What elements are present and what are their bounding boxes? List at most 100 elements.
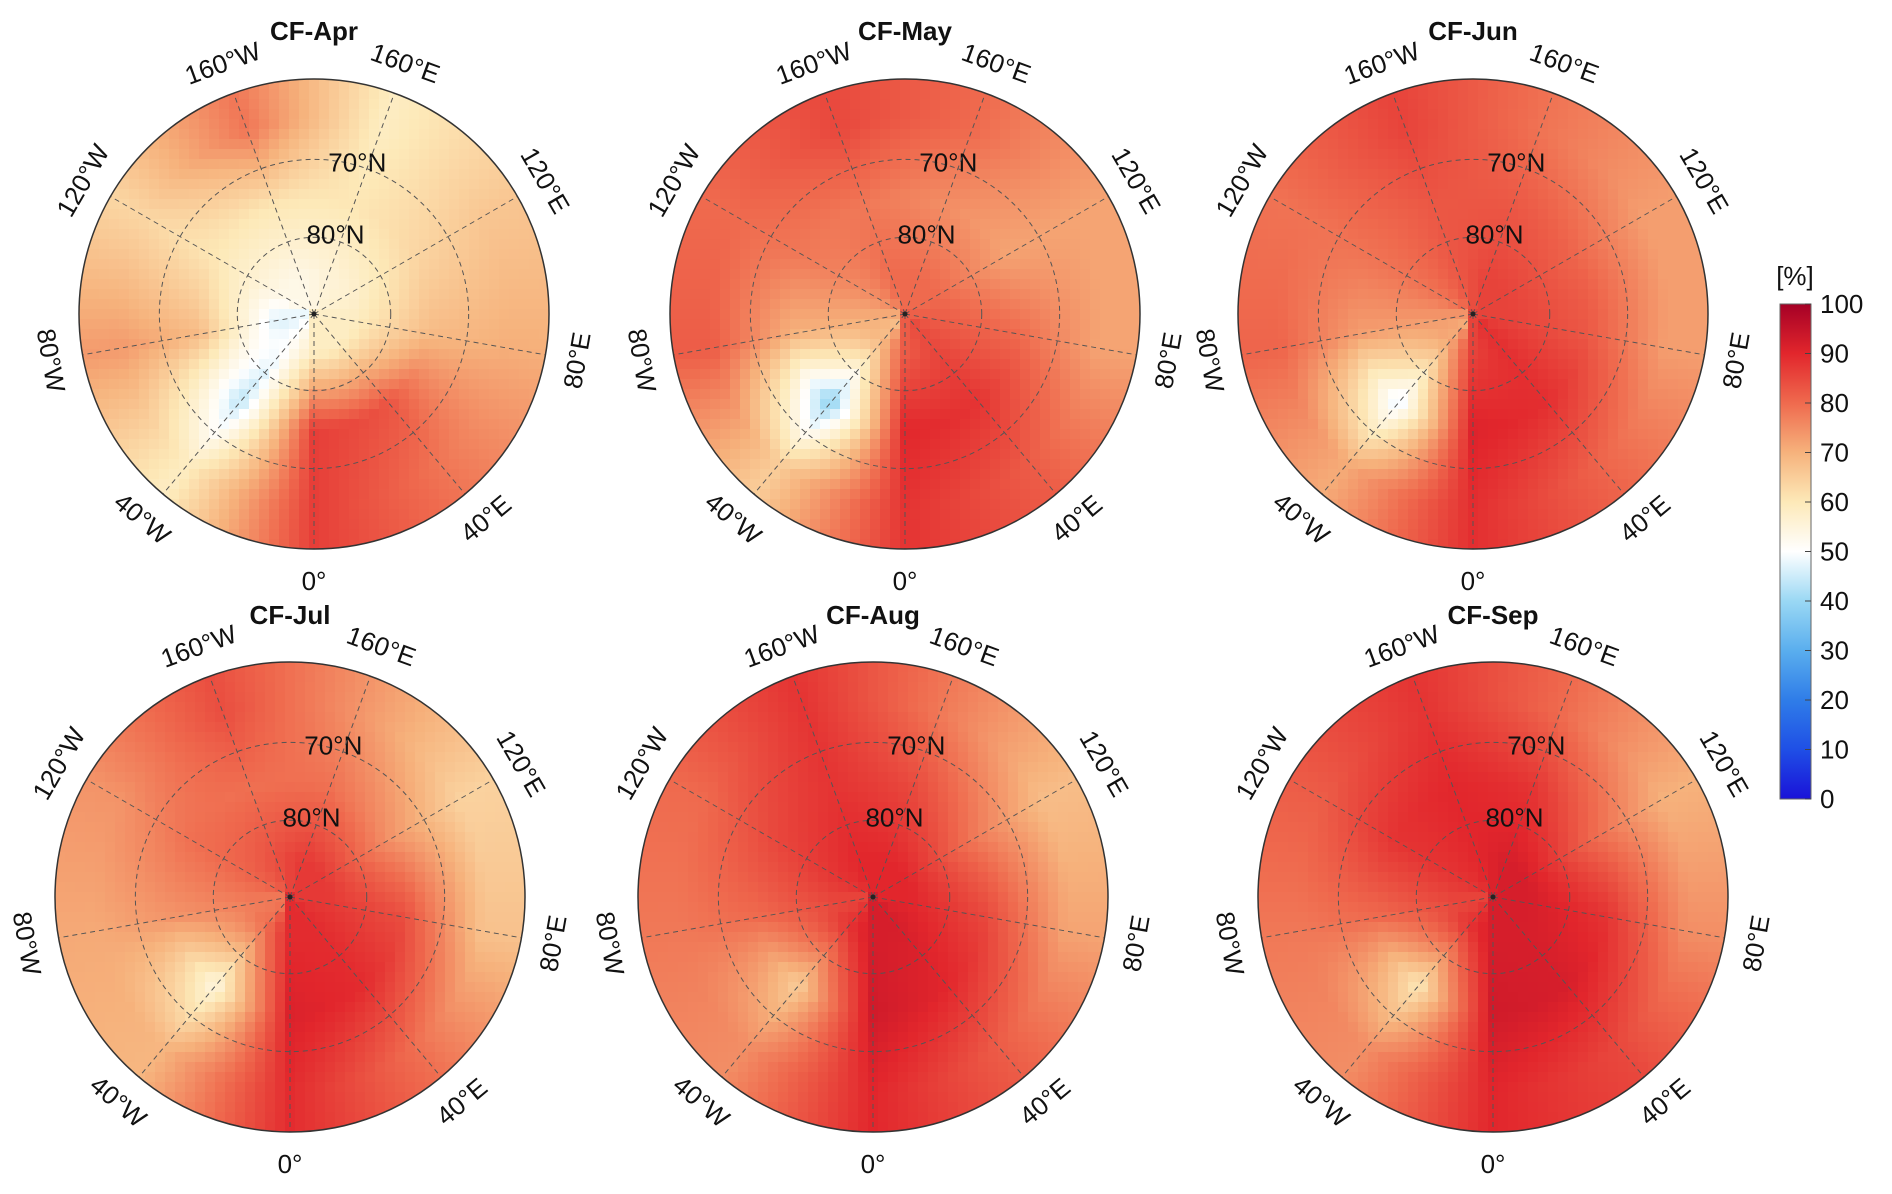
heatmap-cell [1418, 259, 1429, 270]
heatmap-cell [1518, 109, 1529, 120]
heatmap-cell [199, 349, 210, 360]
heatmap-cell [890, 289, 901, 300]
heatmap-cell [1248, 339, 1259, 350]
heatmap-cell [1388, 339, 1399, 350]
heatmap-cell [139, 319, 150, 330]
heatmap-cell [870, 459, 881, 470]
heatmap-cell [359, 299, 370, 310]
heatmap-cell [1288, 309, 1299, 320]
heatmap-cell [930, 119, 941, 130]
heatmap-cell [720, 189, 731, 200]
heatmap-cell [1090, 319, 1101, 330]
heatmap-cell [1528, 219, 1539, 230]
heatmap-cell [239, 369, 250, 380]
heatmap-cell [1488, 319, 1499, 330]
heatmap-cell [1298, 309, 1309, 320]
heatmap-cell [449, 149, 460, 160]
heatmap-cell [710, 429, 721, 440]
heatmap-cell [129, 299, 140, 310]
heatmap-cell [980, 199, 991, 210]
heatmap-cell [740, 279, 751, 290]
heatmap-cell [820, 459, 831, 470]
heatmap-cell [700, 339, 711, 350]
heatmap-cell [790, 219, 801, 230]
heatmap-cell [750, 319, 761, 330]
heatmap-cell [399, 359, 410, 370]
heatmap-cell [329, 349, 340, 360]
heatmap-cell [239, 209, 250, 220]
heatmap-cell [369, 499, 380, 510]
heatmap-cell [419, 199, 430, 210]
heatmap-cell [1328, 319, 1339, 330]
heatmap-cell [860, 429, 871, 440]
heatmap-cell [1308, 359, 1319, 370]
heatmap-cell [840, 379, 851, 390]
heatmap-cell [419, 209, 430, 220]
heatmap-cell [269, 409, 280, 420]
heatmap-cell [1070, 249, 1081, 260]
heatmap-cell [1040, 449, 1051, 460]
heatmap-cell [1298, 379, 1309, 390]
heatmap-cell [940, 269, 951, 280]
heatmap-cell [680, 409, 691, 420]
heatmap-cell [970, 409, 981, 420]
heatmap-cell [399, 369, 410, 380]
heatmap-cell [1428, 179, 1439, 190]
heatmap-cell [1100, 219, 1111, 230]
heatmap-cell [199, 259, 210, 270]
heatmap-cell [740, 369, 751, 380]
heatmap-cell [139, 389, 150, 400]
heatmap-cell [830, 159, 841, 170]
heatmap-cell [249, 469, 260, 480]
heatmap-cell [1060, 489, 1071, 500]
heatmap-cell [740, 209, 751, 220]
heatmap-cell [1498, 359, 1509, 370]
heatmap-cell [950, 269, 961, 280]
heatmap-cell [790, 509, 801, 520]
heatmap-cell [740, 179, 751, 190]
heatmap-cell [1398, 119, 1409, 130]
heatmap-cell [990, 279, 1001, 290]
heatmap-cell [1428, 299, 1439, 310]
heatmap-cell [1000, 159, 1011, 170]
heatmap-cell [1468, 79, 1479, 90]
heatmap-cell [810, 389, 821, 400]
heatmap-cell [459, 339, 470, 350]
heatmap-cell [1468, 179, 1479, 190]
heatmap-cell [219, 459, 230, 470]
heatmap-cell [1318, 379, 1329, 390]
heatmap-cell [1080, 189, 1091, 200]
heatmap-cell [209, 459, 220, 470]
heatmap-cell [449, 439, 460, 450]
heatmap-cell [990, 389, 1001, 400]
heatmap-cell [1278, 249, 1289, 260]
heatmap-cell [1398, 179, 1409, 190]
heatmap-cell [279, 459, 290, 470]
heatmap-cell [1318, 209, 1329, 220]
heatmap-cell [1438, 329, 1449, 340]
heatmap-cell [1080, 179, 1091, 190]
heatmap-cell [429, 309, 440, 320]
heatmap-cell [279, 419, 290, 430]
heatmap-cell [1080, 419, 1091, 430]
heatmap-cell [279, 189, 290, 200]
heatmap-cell [139, 279, 150, 290]
heatmap-cell [1298, 259, 1309, 270]
heatmap-cell [810, 289, 821, 300]
heatmap-cell [1010, 479, 1021, 490]
heatmap-cell [379, 429, 390, 440]
heatmap-cell [139, 369, 150, 380]
heatmap-cell [229, 369, 240, 380]
heatmap-cell [1658, 369, 1669, 380]
heatmap-cell [1000, 329, 1011, 340]
heatmap-cell [1568, 369, 1579, 380]
heatmap-cell [800, 259, 811, 270]
heatmap-cell [1428, 229, 1439, 240]
heatmap-cell [1060, 179, 1071, 190]
heatmap-cell [309, 109, 320, 120]
heatmap-cell [1498, 369, 1509, 380]
heatmap-cell [1060, 469, 1071, 480]
heatmap-cell [1278, 299, 1289, 310]
heatmap-cell [1668, 249, 1679, 260]
heatmap-cell [429, 99, 440, 110]
